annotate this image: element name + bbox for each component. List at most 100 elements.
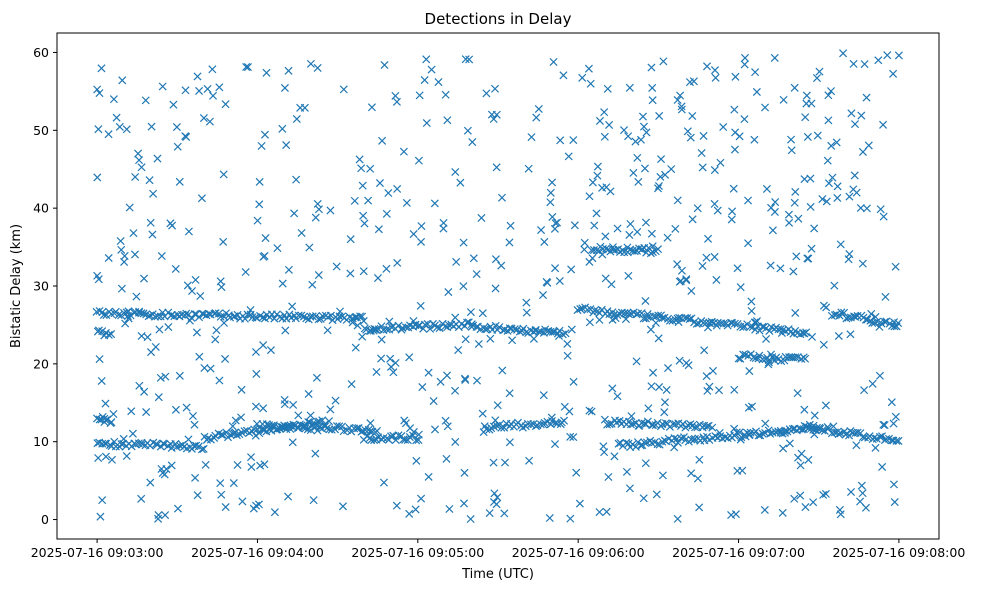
data-point [745,367,754,376]
data-point [408,431,418,440]
data-point [862,204,871,213]
data-point [104,130,113,139]
data-point [459,499,469,508]
data-point [112,113,121,122]
data-point [280,400,289,409]
data-point [228,422,237,431]
data-point [881,292,890,301]
plot-frame [56,32,940,540]
data-point [682,276,691,285]
data-point [691,423,700,432]
data-point [489,497,498,507]
data-point [638,112,647,121]
data-point [561,329,570,338]
data-point [809,498,818,507]
data-point [372,426,381,435]
data-point [304,389,313,399]
data-point [537,226,546,235]
data-point [671,420,680,429]
data-point [406,424,415,433]
data-point [730,319,739,328]
data-point [132,292,141,301]
data-point [856,497,865,506]
data-point [684,361,693,370]
data-point [386,354,395,363]
data-point [605,420,614,429]
data-point [524,164,533,173]
data-point [771,198,780,207]
data-point [192,328,201,337]
data-point [770,53,779,62]
data-point [640,164,649,173]
data-point [695,503,704,512]
data-point [364,196,373,205]
data-point [418,383,427,392]
data-point [454,346,463,355]
data-point [683,127,692,136]
data-point [749,353,758,362]
data-point [573,306,582,315]
data-point [654,311,663,320]
data-point [705,382,714,391]
data-point [801,113,810,122]
data-point [424,368,433,377]
data-point [312,373,321,382]
data-point [99,310,108,319]
data-point [292,114,301,124]
data-point [632,357,641,366]
data-point [258,313,267,322]
data-point [190,310,199,319]
data-point [880,421,889,430]
data-point [879,212,888,221]
data-point [640,438,649,447]
data-point [847,109,856,118]
data-point [491,284,500,293]
data-point [602,244,611,253]
data-point [97,64,106,73]
data-point [868,318,877,327]
data-point [801,503,810,512]
data-point [677,314,686,323]
data-point [894,51,903,60]
data-point [416,301,425,310]
data-point [439,224,448,233]
data-point [260,424,269,433]
data-point [261,234,270,243]
data-point [326,405,335,414]
data-point [93,85,102,94]
data-point [141,96,150,105]
data-point [96,512,105,521]
data-point [498,366,507,375]
data-point [654,181,663,191]
data-point [154,511,163,520]
data-point [256,461,265,470]
data-point [200,363,209,372]
y-tick-label: 30 [33,279,49,294]
data-point [648,242,657,251]
data-point [710,199,719,208]
data-point [550,440,560,449]
data-point [641,296,650,306]
data-point [789,267,798,276]
data-point [710,166,719,175]
data-point [802,328,811,337]
data-point [192,441,201,450]
data-point [219,237,228,246]
data-point [751,68,760,77]
data-point [116,236,125,246]
data-point [578,73,587,82]
data-point [601,232,610,241]
data-point [876,432,885,441]
x-tick-label: 2025-07-16 09:08:00 [833,545,966,560]
data-point [876,205,885,214]
x-tick-label: 2025-07-16 09:05:00 [351,545,484,560]
data-point [659,57,668,66]
data-point [489,115,498,124]
y-tick-label: 60 [33,45,49,60]
data-point [849,59,858,68]
data-point [894,436,903,445]
data-point [816,424,825,433]
data-point [392,501,401,510]
data-point [688,215,697,224]
